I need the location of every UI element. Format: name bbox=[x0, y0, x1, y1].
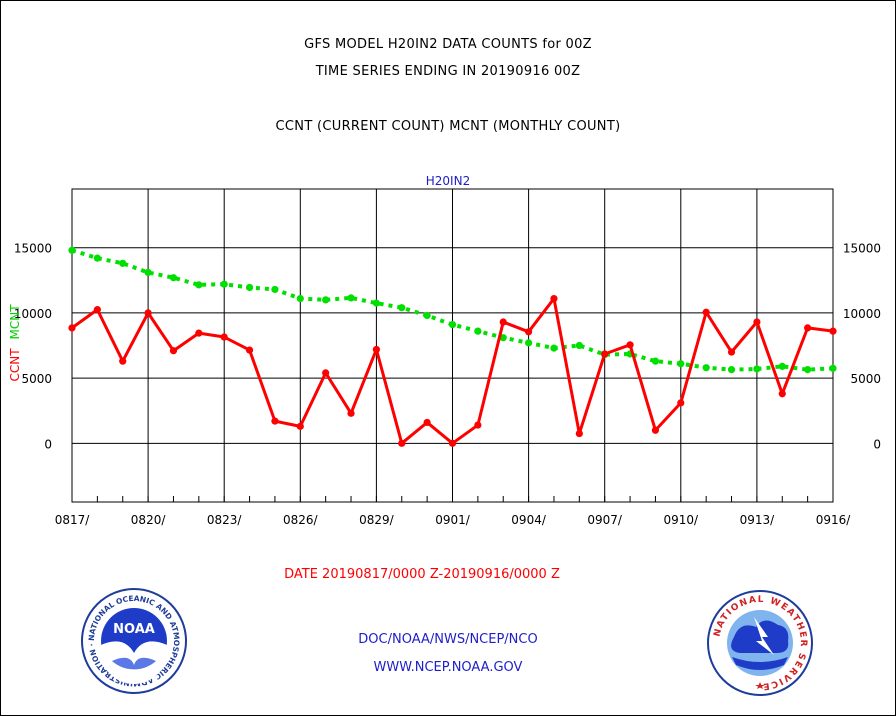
y-tick-label: 5000 bbox=[21, 372, 52, 386]
point-ccnt bbox=[727, 348, 736, 356]
point-ccnt bbox=[778, 390, 786, 398]
point-mcnt bbox=[423, 311, 431, 320]
series-layer bbox=[68, 246, 837, 447]
nws-logo: NATIONAL WEATHER SERVICE bbox=[707, 590, 813, 696]
chart-title-line2: TIME SERIES ENDING IN 20190916 00Z bbox=[315, 64, 581, 79]
point-ccnt bbox=[296, 422, 304, 430]
point-ccnt bbox=[68, 324, 76, 332]
point-ccnt bbox=[93, 306, 101, 314]
x-tick-label: 0907/ bbox=[587, 513, 623, 527]
point-ccnt bbox=[651, 426, 660, 434]
point-mcnt bbox=[296, 294, 304, 303]
y-tick-label-right: 10000 bbox=[843, 307, 881, 321]
point-mcnt bbox=[651, 357, 660, 365]
footer-url[interactable]: WWW.NCEP.NOAA.GOV bbox=[373, 660, 523, 675]
point-ccnt bbox=[195, 329, 203, 337]
y-tick-label-right: 5000 bbox=[850, 372, 881, 386]
point-ccnt bbox=[144, 309, 152, 317]
footer-org: DOC/NOAA/NWS/NCEP/NCO bbox=[358, 632, 538, 647]
point-ccnt bbox=[398, 439, 406, 447]
point-mcnt bbox=[525, 339, 533, 347]
chart-title-line1: GFS MODEL H20IN2 DATA COUNTS for 00Z bbox=[304, 37, 592, 52]
point-ccnt bbox=[550, 294, 558, 303]
x-tick-label: 0913/ bbox=[740, 513, 776, 527]
point-ccnt bbox=[322, 369, 330, 377]
point-ccnt bbox=[626, 341, 634, 349]
point-ccnt bbox=[753, 318, 761, 326]
x-tick-label: 0817/ bbox=[55, 513, 91, 527]
point-mcnt bbox=[144, 268, 152, 277]
point-mcnt bbox=[195, 281, 203, 289]
x-tick-label: 0916/ bbox=[816, 513, 852, 527]
vertical-gridlines bbox=[71, 189, 834, 502]
noaa-logo-text: NOAA bbox=[113, 622, 155, 637]
point-mcnt bbox=[702, 364, 710, 372]
x-tick-label: 0910/ bbox=[664, 513, 700, 527]
point-ccnt bbox=[372, 345, 380, 354]
point-ccnt bbox=[119, 357, 127, 365]
point-mcnt bbox=[474, 327, 482, 335]
y-tick-label-right: 15000 bbox=[843, 242, 881, 256]
y-axis-label: CCNT MCNT bbox=[8, 304, 22, 382]
point-ccnt bbox=[525, 328, 533, 336]
point-mcnt bbox=[727, 366, 736, 374]
point-mcnt bbox=[68, 246, 76, 254]
x-tick-label: 0826/ bbox=[283, 513, 319, 527]
point-mcnt bbox=[322, 296, 330, 304]
point-ccnt bbox=[448, 439, 457, 447]
point-ccnt bbox=[271, 417, 279, 425]
x-tick-label: 0904/ bbox=[511, 513, 547, 527]
point-mcnt bbox=[93, 254, 101, 262]
x-tick-label: 0829/ bbox=[359, 513, 395, 527]
point-ccnt bbox=[804, 324, 812, 332]
y-tick-label: 10000 bbox=[14, 307, 52, 321]
point-ccnt bbox=[220, 333, 228, 341]
y-tick-label: 15000 bbox=[14, 242, 52, 256]
y-tick-label: 0 bbox=[44, 437, 52, 451]
noaa-logo: NATIONAL OCEANIC AND ATMOSPHERIC ADMINIS… bbox=[81, 588, 187, 694]
x-tick-label: 0823/ bbox=[207, 513, 243, 527]
point-mcnt bbox=[119, 259, 127, 267]
point-ccnt bbox=[169, 347, 178, 355]
point-mcnt bbox=[753, 365, 761, 373]
point-ccnt bbox=[423, 418, 431, 427]
point-ccnt bbox=[575, 429, 583, 438]
y-axis-label-ccnt: CCNT bbox=[8, 348, 22, 382]
point-mcnt bbox=[829, 364, 837, 372]
y-tick-labels-left: 0 5000 10000 15000 bbox=[14, 242, 52, 452]
y-axis-label-mcnt: MCNT bbox=[8, 304, 22, 340]
point-mcnt bbox=[575, 341, 583, 350]
y-tick-label-right: 0 bbox=[873, 437, 881, 451]
point-ccnt bbox=[601, 350, 609, 358]
point-ccnt bbox=[829, 327, 837, 335]
x-axis-label: DATE 20190817/0000 Z-20190916/0000 Z bbox=[284, 567, 560, 582]
point-mcnt bbox=[550, 344, 558, 352]
panel-title: H20IN2 bbox=[426, 174, 470, 188]
x-tick-label: 0820/ bbox=[131, 513, 167, 527]
point-mcnt bbox=[677, 360, 685, 368]
point-mcnt bbox=[778, 362, 786, 370]
point-mcnt bbox=[398, 304, 406, 312]
point-ccnt bbox=[499, 318, 507, 326]
point-mcnt bbox=[804, 366, 812, 374]
point-mcnt bbox=[220, 280, 228, 288]
point-mcnt bbox=[499, 334, 507, 342]
chart-subtitle: CCNT (CURRENT COUNT) MCNT (MONTHLY COUNT… bbox=[275, 119, 621, 134]
point-ccnt bbox=[677, 399, 685, 407]
point-ccnt bbox=[245, 346, 254, 354]
plot-area bbox=[68, 188, 837, 503]
point-mcnt bbox=[271, 285, 279, 294]
x-tick-label: 0901/ bbox=[435, 513, 471, 527]
point-mcnt bbox=[372, 299, 380, 307]
x-tick-labels: 0817/0820/0823/0826/0829/0901/0904/0907/… bbox=[55, 513, 852, 527]
point-ccnt bbox=[347, 409, 355, 417]
point-mcnt bbox=[448, 321, 457, 329]
point-ccnt bbox=[702, 308, 710, 316]
point-ccnt bbox=[474, 421, 482, 429]
point-mcnt bbox=[245, 283, 254, 292]
point-mcnt bbox=[347, 294, 355, 302]
y-tick-labels-right: 0 5000 10000 15000 bbox=[843, 242, 881, 452]
point-mcnt bbox=[169, 274, 178, 282]
